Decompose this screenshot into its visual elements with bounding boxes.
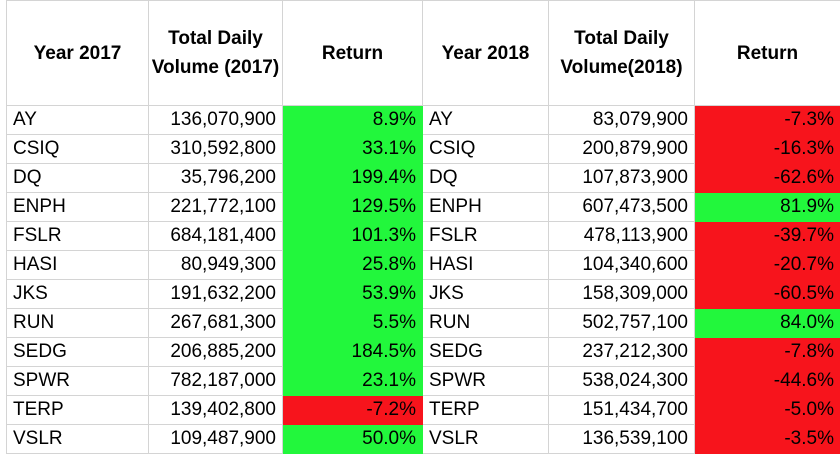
table-row: TERP 139,402,800 -7.2% TERP 151,434,700 -5.0% <box>6 395 840 425</box>
cell-return-2018[interactable]: -7.8% <box>694 337 840 367</box>
cell-volume-2017[interactable]: 139,402,800 <box>148 395 283 425</box>
cell-return-2018[interactable]: -16.3% <box>694 134 840 164</box>
cell-ticker-2018[interactable]: VSLR <box>422 424 549 454</box>
cell-ticker-2018[interactable]: RUN <box>422 308 549 338</box>
cell-volume-2017[interactable]: 684,181,400 <box>148 221 283 251</box>
table-row: VSLR 109,487,900 50.0% VSLR 136,539,100 -3.5% <box>6 424 840 454</box>
cell-return-2017[interactable]: 23.1% <box>282 366 423 396</box>
table-row: FSLR 684,181,400 101.3% FSLR 478,113,900 -39.… <box>6 221 840 251</box>
header-volume-2018[interactable]: Total Daily Volume(2018) <box>548 0 695 106</box>
cell-volume-2018[interactable]: 83,079,900 <box>548 105 695 135</box>
cell-ticker-2018[interactable]: TERP <box>422 395 549 425</box>
cell-ticker-2018[interactable]: DQ <box>422 163 549 193</box>
cell-ticker-2017[interactable]: JKS <box>6 279 149 309</box>
cell-return-2017[interactable]: 129.5% <box>282 192 423 222</box>
cell-return-2018[interactable]: 84.0% <box>694 308 840 338</box>
cell-ticker-2017[interactable]: SEDG <box>6 337 149 367</box>
cell-volume-2017[interactable]: 80,949,300 <box>148 250 283 280</box>
table-row: JKS 191,632,200 53.9% JKS 158,309,000 -60.5% <box>6 279 840 309</box>
cell-ticker-2017[interactable]: AY <box>6 105 149 135</box>
cell-volume-2018[interactable]: 478,113,900 <box>548 221 695 251</box>
cell-return-2017[interactable]: 50.0% <box>282 424 423 454</box>
cell-ticker-2017[interactable]: DQ <box>6 163 149 193</box>
cell-ticker-2018[interactable]: FSLR <box>422 221 549 251</box>
cell-return-2017[interactable]: 8.9% <box>282 105 423 135</box>
cell-volume-2017[interactable]: 267,681,300 <box>148 308 283 338</box>
cell-ticker-2017[interactable]: HASI <box>6 250 149 280</box>
cell-ticker-2018[interactable]: SEDG <box>422 337 549 367</box>
cell-volume-2017[interactable]: 136,070,900 <box>148 105 283 135</box>
header-year-2017[interactable]: Year 2017 <box>6 0 149 106</box>
cell-return-2017[interactable]: 101.3% <box>282 221 423 251</box>
table-row: AY 136,070,900 8.9% AY 83,079,900 -7.3% <box>6 105 840 135</box>
table-header: Year 2017 Total Daily Volume (2017) Retu… <box>6 0 840 106</box>
cell-return-2017[interactable]: -7.2% <box>282 395 423 425</box>
cell-volume-2017[interactable]: 191,632,200 <box>148 279 283 309</box>
cell-ticker-2018[interactable]: ENPH <box>422 192 549 222</box>
cell-volume-2018[interactable]: 200,879,900 <box>548 134 695 164</box>
cell-return-2018[interactable]: -3.5% <box>694 424 840 454</box>
cell-volume-2017[interactable]: 782,187,000 <box>148 366 283 396</box>
cell-volume-2018[interactable]: 107,873,900 <box>548 163 695 193</box>
cell-volume-2018[interactable]: 158,309,000 <box>548 279 695 309</box>
cell-volume-2018[interactable]: 237,212,300 <box>548 337 695 367</box>
cell-return-2017[interactable]: 5.5% <box>282 308 423 338</box>
cell-volume-2018[interactable]: 538,024,300 <box>548 366 695 396</box>
header-row: Year 2017 Total Daily Volume (2017) Retu… <box>6 0 840 106</box>
cell-ticker-2017[interactable]: ENPH <box>6 192 149 222</box>
cell-ticker-2018[interactable]: AY <box>422 105 549 135</box>
cell-ticker-2017[interactable]: VSLR <box>6 424 149 454</box>
cell-volume-2017[interactable]: 221,772,100 <box>148 192 283 222</box>
table-row: SPWR 782,187,000 23.1% SPWR 538,024,300 -44.6… <box>6 366 840 396</box>
cell-volume-2018[interactable]: 607,473,500 <box>548 192 695 222</box>
table-row: DQ 35,796,200 199.4% DQ 107,873,900 -62.6% <box>6 163 840 193</box>
cell-return-2017[interactable]: 184.5% <box>282 337 423 367</box>
table-row: HASI 80,949,300 25.8% HASI 104,340,600 -20.7% <box>6 250 840 280</box>
cell-return-2018[interactable]: 81.9% <box>694 192 840 222</box>
header-volume-2017[interactable]: Total Daily Volume (2017) <box>148 0 283 106</box>
header-return-2018[interactable]: Return <box>694 0 840 106</box>
header-year-2018[interactable]: Year 2018 <box>422 0 549 106</box>
cell-return-2018[interactable]: -39.7% <box>694 221 840 251</box>
cell-return-2017[interactable]: 33.1% <box>282 134 423 164</box>
cell-return-2018[interactable]: -5.0% <box>694 395 840 425</box>
cell-volume-2017[interactable]: 35,796,200 <box>148 163 283 193</box>
table-row: RUN 267,681,300 5.5% RUN 502,757,100 84.0% <box>6 308 840 338</box>
table-row: ENPH 221,772,100 129.5% ENPH 607,473,500 81.9… <box>6 192 840 222</box>
cell-ticker-2018[interactable]: HASI <box>422 250 549 280</box>
cell-volume-2017[interactable]: 310,592,800 <box>148 134 283 164</box>
cell-volume-2018[interactable]: 136,539,100 <box>548 424 695 454</box>
cell-ticker-2017[interactable]: FSLR <box>6 221 149 251</box>
cell-ticker-2017[interactable]: SPWR <box>6 366 149 396</box>
cell-ticker-2017[interactable]: CSIQ <box>6 134 149 164</box>
cell-return-2018[interactable]: -62.6% <box>694 163 840 193</box>
cell-return-2017[interactable]: 199.4% <box>282 163 423 193</box>
cell-ticker-2018[interactable]: CSIQ <box>422 134 549 164</box>
table-row: SEDG 206,885,200 184.5% SEDG 237,212,300 -7.8… <box>6 337 840 367</box>
cell-ticker-2017[interactable]: TERP <box>6 395 149 425</box>
cell-ticker-2017[interactable]: RUN <box>6 308 149 338</box>
cell-ticker-2018[interactable]: JKS <box>422 279 549 309</box>
cell-return-2017[interactable]: 25.8% <box>282 250 423 280</box>
cell-volume-2018[interactable]: 502,757,100 <box>548 308 695 338</box>
cell-return-2018[interactable]: -44.6% <box>694 366 840 396</box>
cell-volume-2018[interactable]: 104,340,600 <box>548 250 695 280</box>
cell-volume-2017[interactable]: 206,885,200 <box>148 337 283 367</box>
cell-volume-2018[interactable]: 151,434,700 <box>548 395 695 425</box>
cell-ticker-2018[interactable]: SPWR <box>422 366 549 396</box>
cell-volume-2017[interactable]: 109,487,900 <box>148 424 283 454</box>
header-return-2017[interactable]: Return <box>282 0 423 106</box>
stock-returns-table: Year 2017 Total Daily Volume (2017) Retu… <box>6 0 840 454</box>
cell-return-2018[interactable]: -60.5% <box>694 279 840 309</box>
cell-return-2017[interactable]: 53.9% <box>282 279 423 309</box>
table-row: CSIQ 310,592,800 33.1% CSIQ 200,879,900 -16.3… <box>6 134 840 164</box>
cell-return-2018[interactable]: -20.7% <box>694 250 840 280</box>
table-body: AY 136,070,900 8.9% AY 83,079,900 -7.3% CSIQ 31… <box>6 105 840 454</box>
cell-return-2018[interactable]: -7.3% <box>694 105 840 135</box>
